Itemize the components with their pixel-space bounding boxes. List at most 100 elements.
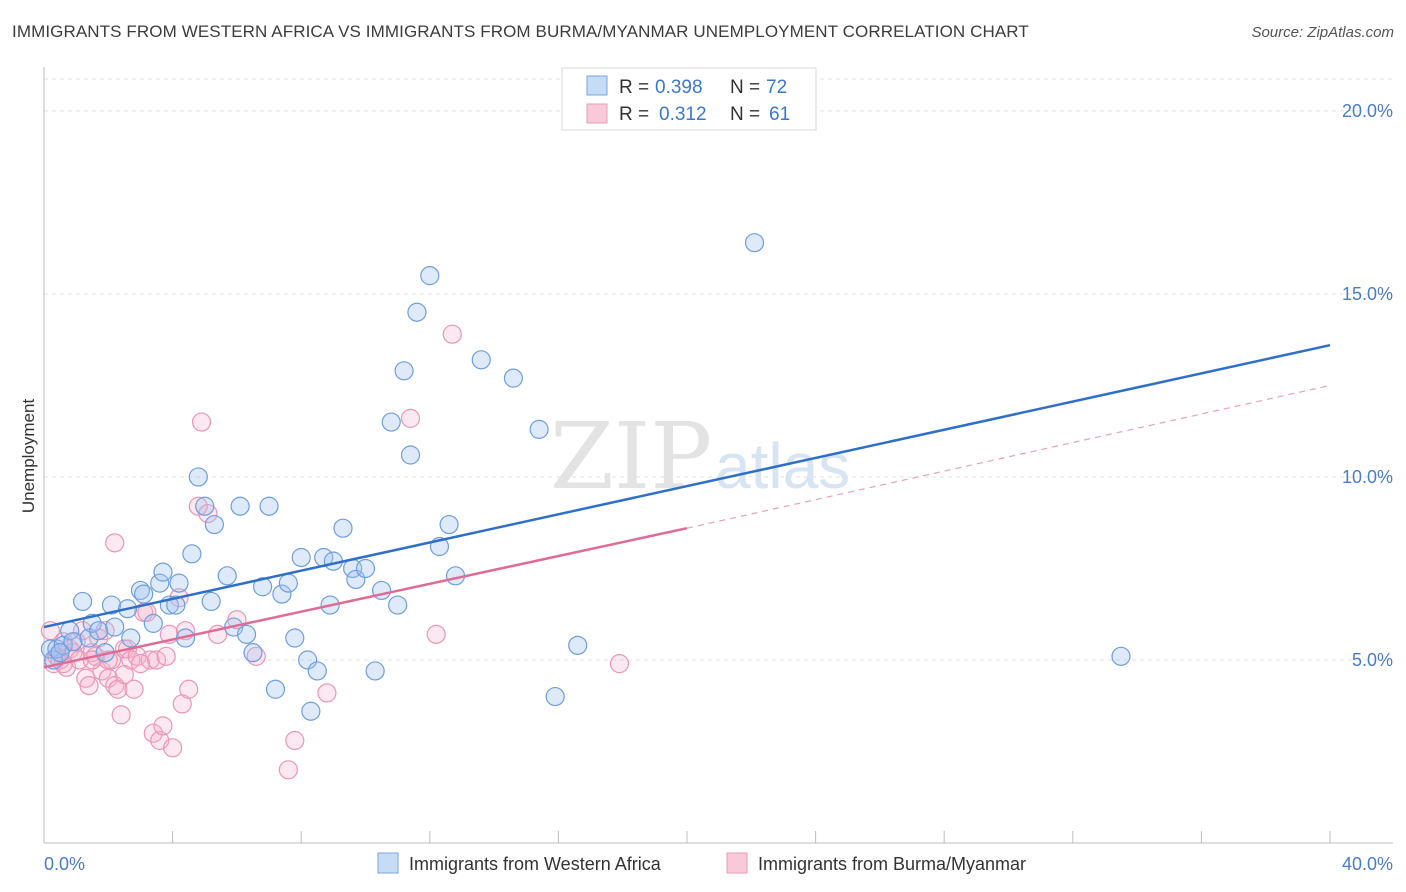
western-africa-point	[301, 701, 321, 721]
x-tick-label: 0.0%	[44, 854, 85, 874]
western-africa-point	[82, 613, 102, 633]
zipatlas-watermark: ZIP atlas	[550, 403, 850, 510]
burma-point	[278, 760, 298, 780]
western-africa-point	[272, 584, 292, 604]
western-africa-point	[188, 467, 208, 487]
y-tick-label: 10.0%	[1342, 467, 1393, 487]
legend-r-value-1: 0.398	[655, 77, 703, 98]
burma-point	[143, 723, 163, 743]
western-africa-point	[545, 686, 565, 707]
burma-point	[442, 324, 462, 344]
western-africa-point	[365, 661, 385, 681]
burma-trend-line	[43, 526, 688, 669]
western-africa-point	[166, 595, 186, 615]
western-africa-point	[285, 628, 305, 648]
western-africa-point	[568, 635, 588, 655]
western-africa-point	[471, 350, 491, 370]
western-africa-point	[278, 573, 298, 593]
y-tick-label: 5.0%	[1352, 650, 1393, 670]
legend-n-label-2: N =	[730, 104, 760, 125]
western-africa-point	[236, 624, 257, 644]
western-africa-point	[72, 591, 93, 612]
western-africa-point	[195, 496, 215, 516]
western-africa-point	[105, 617, 125, 637]
western-africa-point	[63, 632, 83, 652]
western-africa-point	[253, 577, 273, 597]
legend-n-label-1: N =	[730, 77, 760, 98]
burma-point	[191, 412, 212, 432]
western-africa-point	[89, 621, 109, 641]
western-africa-point	[744, 233, 765, 253]
burma-point	[609, 654, 630, 674]
western-africa-point	[388, 595, 408, 615]
western-africa-point	[143, 613, 163, 633]
burma-point	[179, 679, 199, 699]
y-tick-label: 20.0%	[1342, 101, 1393, 121]
western-africa-point	[130, 580, 151, 601]
western-africa-point	[265, 679, 286, 699]
western-africa-point	[291, 547, 311, 568]
western-africa-point	[1111, 646, 1131, 666]
burma-point	[285, 730, 305, 751]
series-legend-swatch-blue	[377, 852, 399, 874]
watermark-zip: ZIP	[550, 403, 712, 510]
western-africa-point	[101, 595, 122, 615]
series-western-africa-points	[40, 233, 1131, 721]
western-africa-point	[394, 361, 414, 381]
burma-point	[105, 676, 125, 696]
burma-point	[426, 624, 446, 644]
burma-point	[146, 650, 167, 670]
burma-point	[163, 738, 183, 758]
western-africa-point	[182, 544, 202, 564]
western-africa-point	[150, 573, 170, 593]
correlation-legend: R = 0.398 N = 72 R = 0.312 N = 61	[561, 67, 817, 131]
y-axis-label: Unemployment	[19, 399, 38, 514]
burma-point	[246, 646, 266, 666]
burma-point	[317, 683, 337, 703]
western-africa-point	[243, 643, 263, 663]
western-africa-point	[439, 514, 459, 535]
western-africa-point	[50, 643, 70, 663]
western-africa-point	[201, 591, 221, 612]
legend-r-label-1: R =	[619, 77, 649, 98]
western-africa-point	[346, 569, 366, 590]
legend-r-value-2: 0.312	[659, 104, 707, 125]
series-legend-swatch-pink	[726, 852, 748, 874]
western-africa-point	[400, 445, 421, 465]
legend-n-value-2: 61	[769, 104, 790, 125]
western-africa-point	[381, 412, 401, 432]
western-africa-point	[169, 573, 189, 593]
western-africa-point	[298, 650, 318, 670]
burma-point	[130, 654, 151, 674]
western-africa-point	[47, 639, 67, 659]
western-africa-point	[153, 562, 173, 582]
legend-swatch-blue	[586, 75, 608, 96]
series-legend-label-western-africa: Immigrants from Western Africa	[409, 854, 662, 874]
legend-n-value-1: 72	[766, 77, 787, 98]
western-africa-point	[217, 566, 237, 586]
western-africa-point	[529, 419, 549, 439]
axes	[43, 67, 1393, 844]
y-tick-labels: 5.0% 10.0% 15.0% 20.0%	[1342, 101, 1393, 670]
gridlines	[44, 78, 1393, 661]
burma-point	[92, 661, 112, 681]
western-africa-point	[79, 628, 99, 648]
western-africa-point	[333, 518, 353, 538]
burma-point	[124, 679, 144, 699]
series-legend: Immigrants from Western Africa Immigrant…	[377, 852, 1026, 874]
western-africa-point	[204, 514, 224, 535]
burma-point	[111, 705, 131, 725]
western-africa-point	[355, 558, 376, 579]
western-africa-point	[503, 368, 523, 388]
burma-point	[400, 408, 421, 428]
western-africa-point	[307, 661, 327, 681]
western-africa-point	[230, 496, 250, 516]
western-africa-point	[121, 628, 141, 648]
burma-point	[79, 676, 99, 696]
burma-point	[188, 496, 208, 516]
source-credit: Source: ZipAtlas.com	[1251, 24, 1394, 41]
legend-swatch-pink	[586, 103, 608, 124]
burma-point	[105, 533, 125, 553]
y-tick-label: 15.0%	[1342, 284, 1393, 304]
